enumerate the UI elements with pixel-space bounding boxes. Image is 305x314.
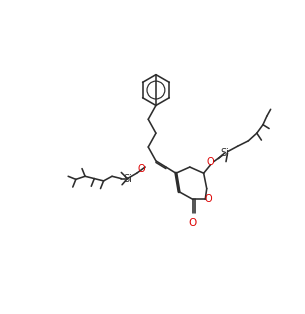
Text: O: O [189,218,197,228]
Text: O: O [204,194,212,204]
Text: Si: Si [220,148,229,158]
Text: O: O [207,157,214,167]
Text: Si: Si [123,174,132,184]
Text: O: O [138,164,145,174]
